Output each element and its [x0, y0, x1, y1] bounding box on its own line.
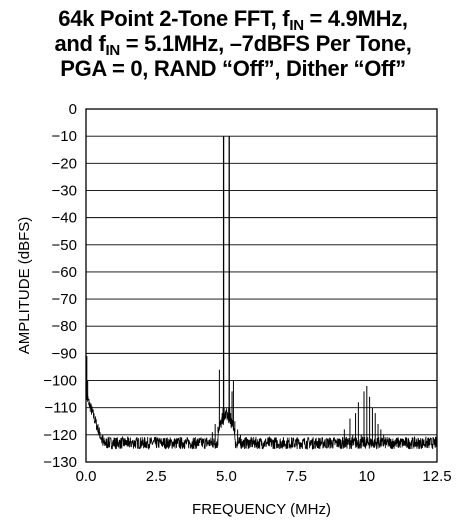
title-line-1: 64k Point 2-Tone FFT, fIN = 4.9MHz, [58, 6, 408, 34]
y-tick-label: −100 [43, 373, 77, 390]
y-tick-label: −90 [52, 345, 77, 362]
y-tick-labels: 0 −10 −20 −30 −40 −50 −60 −70 −80 −90 −100 −110 −120… [43, 101, 77, 471]
x-tick-label: 7.5 [286, 468, 307, 485]
y-tick-label: −40 [52, 210, 77, 227]
y-tick-label: −130 [43, 454, 77, 471]
y-axis-title: AMPLITUDE (dBFS) [16, 217, 33, 355]
chart-title: 64k Point 2-Tone FFT, fIN = 4.9MHz, and … [0, 6, 466, 81]
y-tick-label: −60 [52, 264, 77, 281]
gridlines [86, 135, 437, 436]
y-tick-label: −120 [43, 427, 77, 444]
x-tick-label: 5.0 [216, 468, 237, 485]
x-tick-label: 12.5 [422, 468, 451, 485]
spectrum-series [85, 136, 438, 451]
y-tick-label: −20 [52, 155, 77, 172]
title-line-2: and fIN = 5.1MHz, –7dBFS Per Tone, [54, 31, 412, 59]
x-tick-label: 10 [358, 468, 375, 485]
y-tick-label: 0 [69, 101, 77, 118]
noise-floor-trace [85, 389, 438, 451]
y-tick-label: −110 [44, 400, 77, 417]
x-tick-labels: 0.0 2.5 5.0 7.5 10 12.5 [76, 468, 452, 485]
x-tick-label: 0.0 [76, 468, 97, 485]
title-line-3: PGA = 0, RAND “Off”, Dither “Off” [60, 56, 406, 81]
x-tick-label: 2.5 [146, 468, 167, 485]
y-tick-label: −10 [52, 128, 77, 145]
plot-frame [85, 108, 438, 463]
y-tick-label: −80 [52, 318, 77, 335]
y-tick-label: −30 [52, 182, 77, 199]
y-tick-label: −50 [52, 237, 77, 254]
y-tick-label: −70 [52, 291, 77, 308]
x-axis-title: FREQUENCY (MHz) [192, 501, 331, 518]
